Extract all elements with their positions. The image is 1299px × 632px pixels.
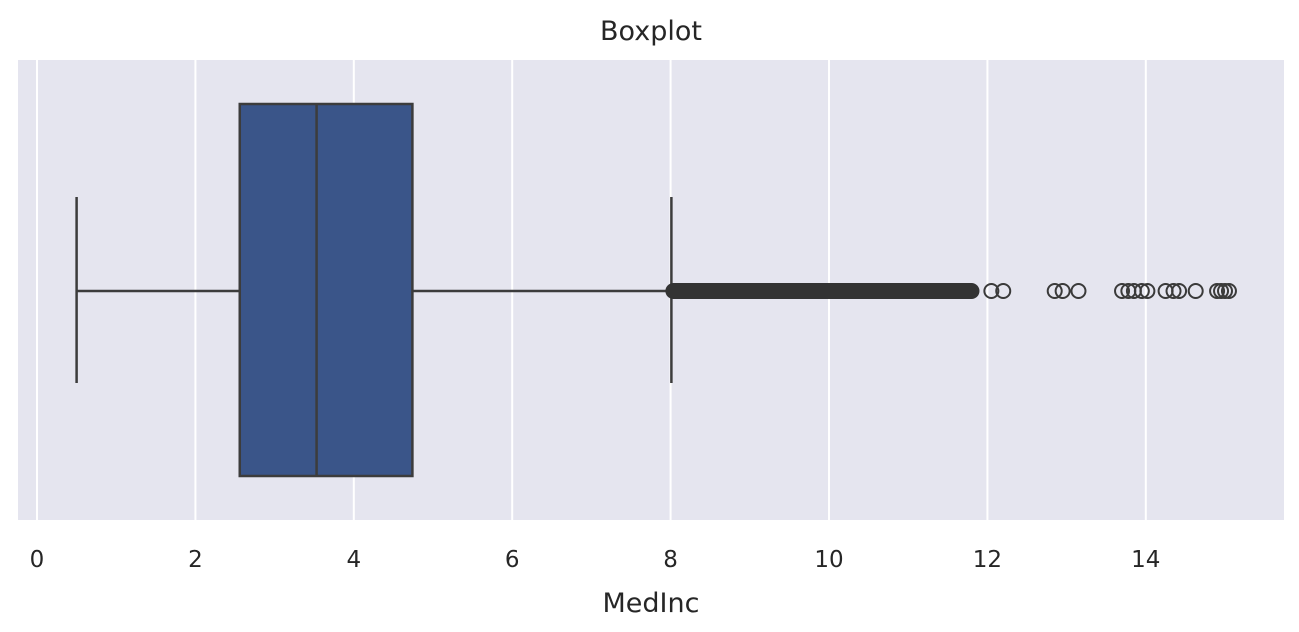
outlier-point (1220, 283, 1237, 299)
outlier-point (1046, 283, 1063, 299)
x-tick-label: 12 (973, 547, 1002, 573)
outlier-point (1187, 283, 1204, 299)
outlier-point (1070, 283, 1087, 299)
x-tick-label: 10 (814, 547, 843, 573)
x-tick-label: 6 (505, 547, 520, 573)
outlier-points (665, 283, 1237, 299)
outlier-dense-band (665, 283, 980, 299)
outlier-point (1171, 283, 1188, 299)
box-group (75, 102, 673, 478)
outlier-point (1165, 283, 1182, 299)
x-tick-label: 14 (1131, 547, 1160, 573)
x-tick-label: 0 (30, 547, 45, 573)
x-tick-label: 8 (663, 547, 678, 573)
outlier-point (1217, 283, 1233, 299)
x-axis-label: MedInc (603, 588, 700, 619)
outlier-point (1209, 283, 1226, 299)
outlier-point (1139, 283, 1156, 299)
outlier-point (1114, 283, 1131, 299)
iqr-box (238, 102, 414, 478)
outlier-point (983, 283, 1000, 299)
outlier-point (1213, 283, 1230, 299)
outlier-point (1133, 283, 1150, 299)
x-tick-label: 2 (188, 547, 203, 573)
outlier-point (1054, 283, 1071, 299)
chart-title: Boxplot (600, 16, 702, 47)
x-tick-label: 4 (346, 547, 361, 573)
x-tick-labels: 0 2 4 6 8 10 12 14 (30, 547, 1161, 573)
outlier-point (995, 283, 1012, 299)
